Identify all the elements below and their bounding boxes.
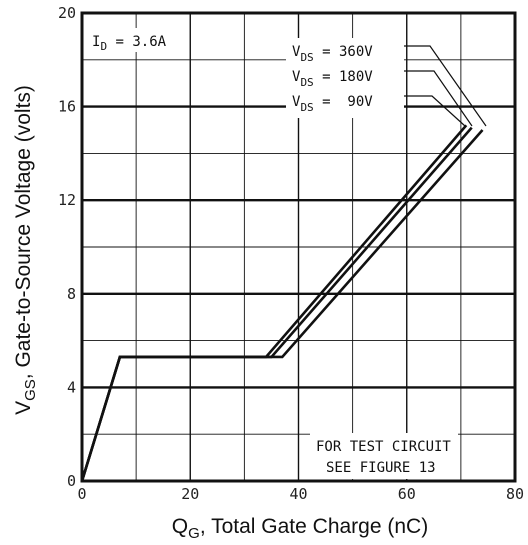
test-note-line2: SEE FIGURE 13 [326, 460, 436, 476]
x-tick-label: 40 [289, 485, 307, 503]
test-note-line1: FOR TEST CIRCUIT [316, 439, 451, 455]
plot-frame [80, 11, 517, 483]
id-label-main: I [92, 34, 100, 50]
series-line-2 [80, 124, 468, 482]
svg-text:ID = 3.6A: ID = 3.6A [92, 34, 167, 53]
y-tick-label: 12 [58, 191, 76, 209]
legend-label-360: VDS = 360V [292, 44, 373, 64]
y-tick-label: 8 [67, 285, 76, 303]
legend-label-90: VDS = 90V [292, 94, 373, 114]
leader-line-180 [404, 70, 473, 127]
x-tick-label: 20 [181, 485, 199, 503]
series-line-1 [80, 126, 473, 482]
id-label-rest: = 3.6A [107, 34, 167, 50]
y-axis-title: VGS, Gate-to-Source Voltage (volts) [12, 85, 39, 415]
test-circuit-note: FOR TEST CIRCUIT SEE FIGURE 13 [310, 433, 458, 479]
x-axis-title: QG, Total Gate Charge (nC) [172, 515, 428, 542]
y-tick-label: 20 [58, 4, 76, 22]
tick-labels: 0 20 40 60 80 0 4 8 12 16 20 [58, 4, 524, 503]
x-tick-label: 0 [77, 485, 86, 503]
legend: VDS = 360V VDS = 180V VDS = 90V [286, 38, 487, 127]
leader-line-90 [404, 95, 466, 127]
x-tick-label: 80 [506, 485, 524, 503]
y-tick-label: 4 [67, 378, 76, 396]
id-label-sub: D [100, 40, 107, 53]
x-tick-label: 60 [398, 485, 416, 503]
y-tick-label: 0 [67, 472, 76, 490]
leader-line-360 [404, 45, 487, 127]
legend-label-180: VDS = 180V [292, 69, 373, 89]
id-annotation: ID = 3.6A [86, 28, 186, 53]
y-tick-label: 16 [58, 98, 76, 116]
series-lines [80, 124, 484, 482]
